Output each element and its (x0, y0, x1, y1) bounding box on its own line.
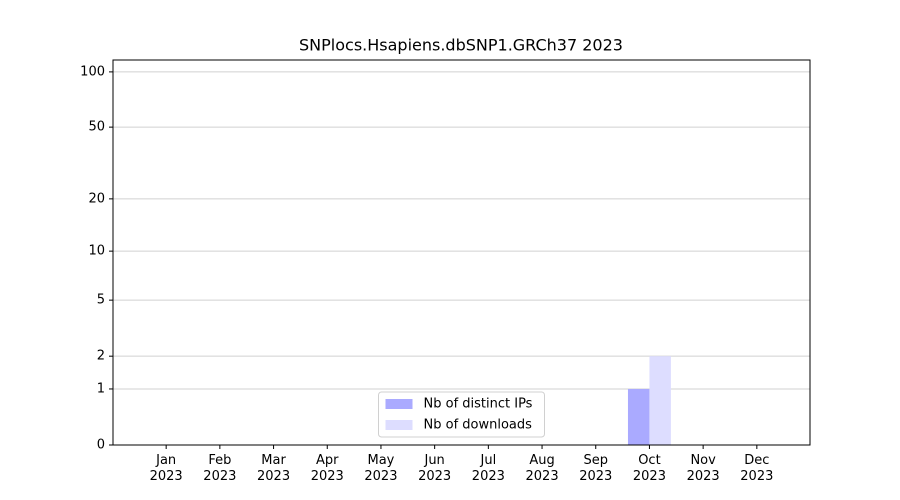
x-tick-label: May 2023 (364, 453, 398, 484)
x-tick-label: Jan 2023 (149, 453, 183, 484)
x-tick-label: Jun 2023 (418, 453, 452, 484)
legend-swatch (385, 399, 413, 409)
x-tick-label: Nov 2023 (686, 453, 720, 484)
y-tick-label: 20 (88, 191, 105, 206)
plot-frame (112, 59, 811, 446)
y-tick-label: 2 (97, 349, 105, 364)
y-tick-label: 10 (88, 244, 105, 259)
x-tick-label: Sep 2023 (579, 453, 613, 484)
x-tick-label: Feb 2023 (203, 453, 237, 484)
bar (627, 388, 650, 445)
x-tick-label: Dec 2023 (740, 453, 774, 484)
legend-box (378, 391, 545, 438)
x-tick-label: Apr 2023 (310, 453, 344, 484)
y-tick-label: 1 (97, 381, 105, 396)
y-tick-label: 100 (80, 64, 105, 79)
chart-title: SNPlocs.Hsapiens.dbSNP1.GRCh37 2023 (299, 36, 623, 55)
x-tick-label: Oct 2023 (632, 453, 666, 484)
y-tick-label: 5 (97, 293, 105, 308)
y-tick-label: 50 (88, 120, 105, 135)
y-tick-label: 0 (97, 438, 105, 453)
x-tick-label: Jul 2023 (471, 453, 505, 484)
legend-label: Nb of downloads (424, 418, 533, 433)
legend-swatch (385, 420, 413, 430)
x-tick-label: Aug 2023 (525, 453, 559, 484)
legend-label: Nb of distinct IPs (424, 397, 533, 412)
bar (649, 356, 671, 445)
x-tick-label: Mar 2023 (257, 453, 291, 484)
